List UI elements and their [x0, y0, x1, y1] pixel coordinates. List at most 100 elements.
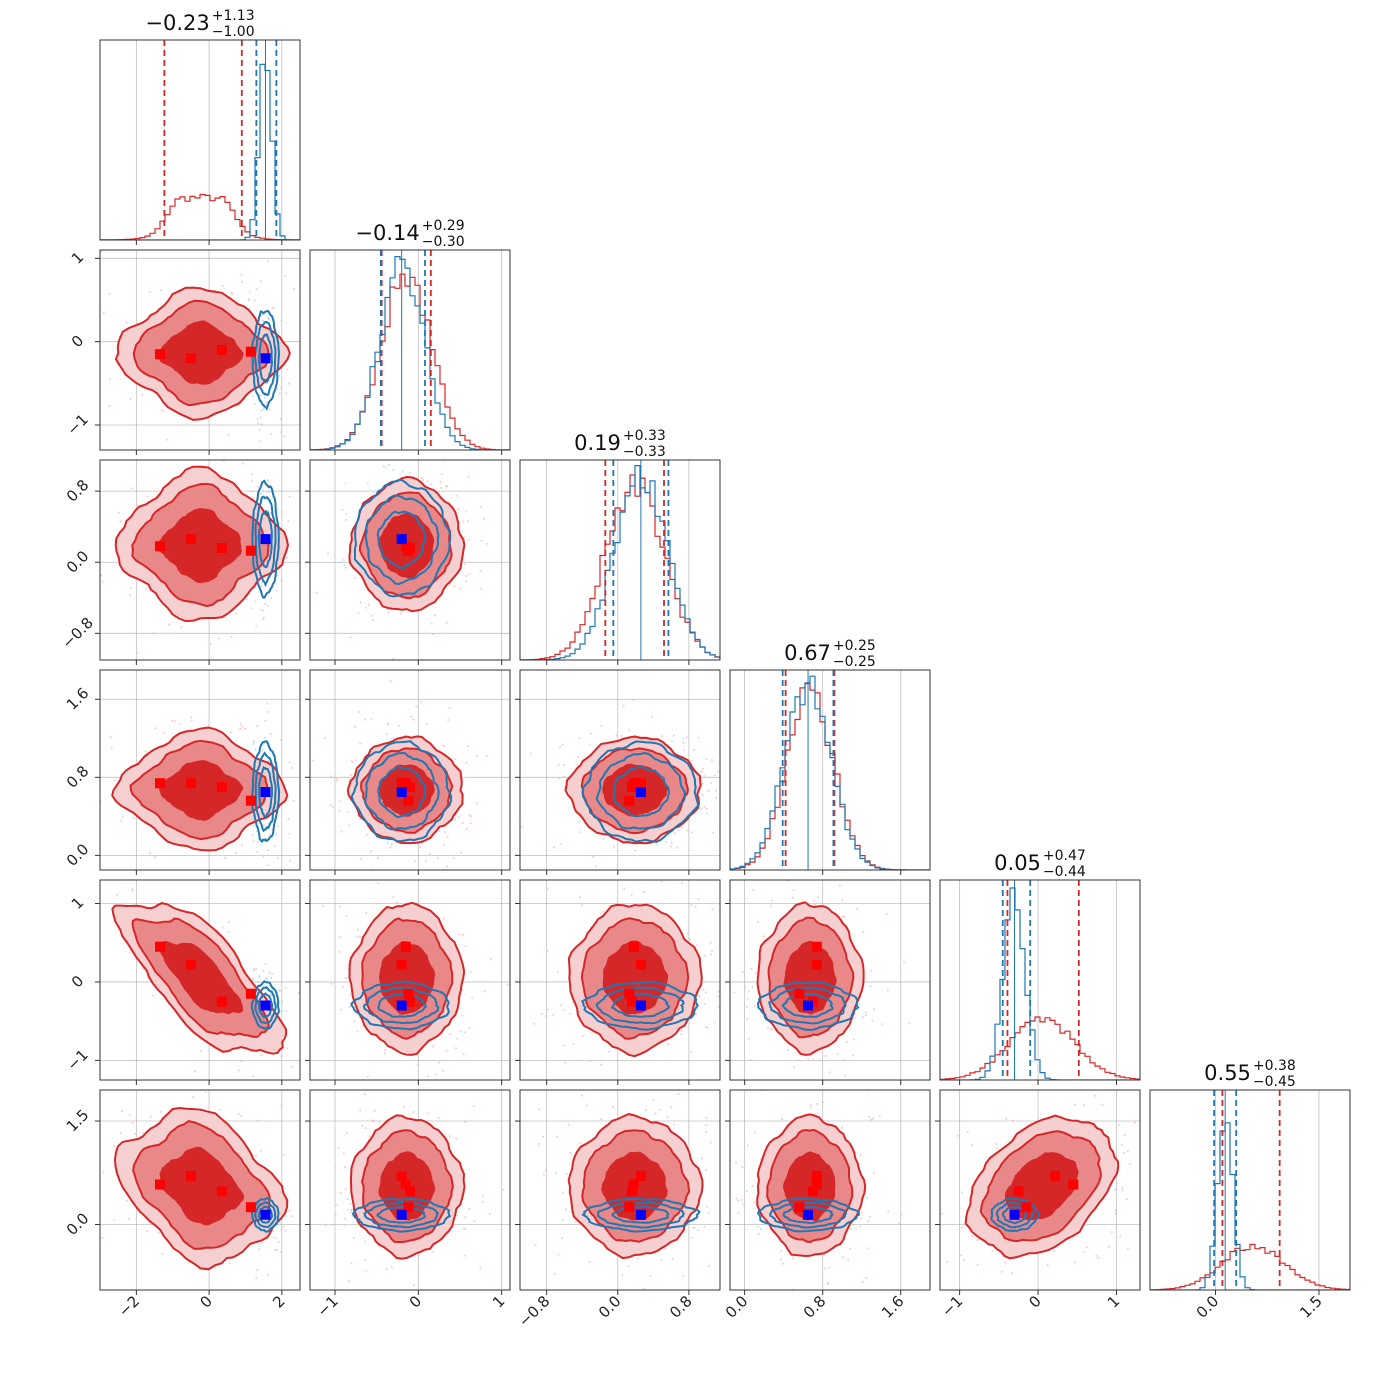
sample-point: [324, 737, 326, 740]
sample-point: [438, 830, 441, 832]
contour-line-secondary-1: [596, 1201, 685, 1229]
axis-frame: [939, 879, 1141, 1081]
sample-point: [354, 576, 357, 579]
sample-point: [101, 580, 104, 583]
sample-point: [419, 846, 422, 849]
sample-point: [770, 1028, 773, 1030]
marker-primary: [811, 1171, 822, 1182]
contour-line-primary-1: [979, 1130, 1102, 1243]
sample-point: [1083, 1104, 1085, 1107]
sample-point: [257, 485, 260, 488]
sample-point: [239, 1114, 242, 1117]
sample-point: [388, 1080, 390, 1082]
y-tick-label: 1: [68, 893, 87, 912]
sample-point: [754, 1306, 756, 1308]
sample-point: [706, 812, 709, 815]
sample-point: [263, 736, 266, 739]
sample-point: [436, 857, 439, 860]
marker-secondary: [396, 534, 407, 545]
sample-point: [543, 1173, 545, 1176]
sample-point: [256, 418, 259, 421]
sample-point: [145, 587, 148, 590]
sample-point: [1126, 1150, 1129, 1152]
sample-point: [686, 932, 689, 935]
sample-point: [442, 1069, 445, 1072]
sample-point: [537, 1143, 540, 1145]
sample-point: [264, 719, 267, 722]
sample-point: [336, 777, 339, 780]
sample-point: [581, 1094, 584, 1097]
sample-point: [280, 386, 282, 389]
sample-point: [676, 846, 679, 849]
sample-point: [247, 749, 250, 752]
sample-point: [727, 965, 729, 967]
sample-point: [847, 1259, 850, 1262]
sample-point: [578, 736, 581, 739]
contour-line-secondary-2: [581, 740, 700, 844]
sample-point: [701, 767, 704, 770]
sample-point: [286, 368, 289, 371]
sample-point: [427, 1075, 430, 1078]
sample-point: [466, 745, 469, 747]
sample-point: [120, 819, 123, 822]
marker-secondary: [396, 1000, 407, 1011]
sample-point: [462, 933, 464, 936]
sample-point: [669, 845, 672, 848]
sample-point: [280, 1228, 283, 1231]
sample-point: [252, 825, 255, 828]
sample-point: [434, 614, 437, 617]
sample-point: [557, 763, 560, 766]
sample-point: [278, 1221, 281, 1224]
panel-title-minus-4: −0.44: [1043, 864, 1086, 880]
sample-point: [97, 519, 99, 521]
sample-point: [865, 1277, 868, 1279]
sample-point: [686, 829, 689, 832]
sample-point: [479, 1267, 482, 1270]
histogram-secondary-1: [310, 256, 510, 450]
sample-point: [108, 405, 111, 408]
sample-point: [97, 841, 99, 843]
contour-line-primary-1: [361, 917, 454, 1040]
sample-point: [860, 1211, 863, 1214]
sample-point: [280, 431, 283, 433]
sample-point: [109, 378, 112, 381]
contour-line-secondary-1: [254, 495, 277, 588]
marker-primary: [155, 349, 165, 360]
sample-point: [218, 637, 221, 640]
marker-primary: [155, 941, 165, 952]
sample-point: [652, 1099, 655, 1102]
y-tick-label: 1.6: [63, 684, 93, 714]
sample-point: [871, 1019, 874, 1022]
contour-line-secondary-0: [258, 766, 274, 819]
sample-point: [701, 782, 704, 785]
sample-point: [251, 395, 254, 398]
sample-point: [696, 944, 699, 947]
sample-point: [697, 1229, 699, 1232]
contour-line-primary-0: [964, 1114, 1120, 1260]
sample-point: [486, 754, 489, 757]
histogram-panel-5: 0.55 +0.38−0.45 0.0 1.5: [1149, 1058, 1351, 1322]
sample-point: [690, 1050, 693, 1053]
sample-point: [887, 1210, 890, 1213]
sample-point: [636, 1257, 639, 1260]
sample-point: [1046, 1263, 1049, 1266]
sample-point: [370, 614, 373, 617]
contour-panel-4-3: [725, 879, 931, 1085]
sample-point: [347, 1280, 350, 1283]
sample-point: [137, 651, 140, 654]
sample-point: [704, 991, 707, 994]
contour-line-secondary-2: [350, 740, 453, 843]
sample-point: [332, 805, 334, 808]
marker-primary: [185, 534, 196, 545]
x-tick-label: 1: [489, 1292, 508, 1311]
sample-point: [1004, 1261, 1007, 1264]
sample-point: [366, 1075, 369, 1078]
sample-point: [801, 900, 804, 903]
sample-point: [397, 724, 400, 727]
marker-primary: [627, 1186, 637, 1197]
sample-point: [227, 930, 230, 933]
sample-point: [204, 1090, 207, 1093]
sample-point: [126, 1199, 129, 1202]
sample-point: [102, 311, 105, 314]
histogram-primary-2: [520, 474, 720, 660]
